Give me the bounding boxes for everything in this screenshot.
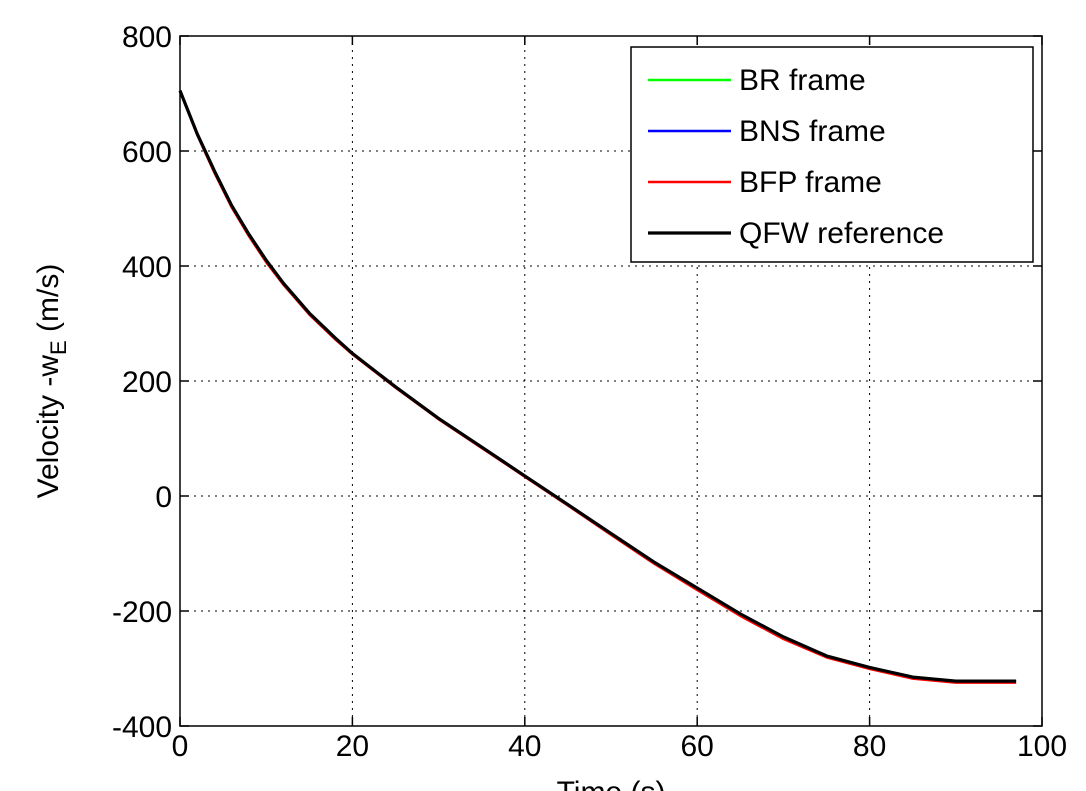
legend-label: BFP frame — [739, 166, 882, 199]
legend-label: QFW reference — [739, 217, 944, 250]
y-tick-label: -400 — [112, 711, 172, 744]
y-tick-label: 400 — [122, 251, 172, 284]
x-tick-label: 80 — [853, 730, 886, 763]
legend-label: BNS frame — [739, 115, 886, 148]
y-tick-label: 200 — [122, 366, 172, 399]
legend-item-bfp-frame: BFP frame — [648, 166, 882, 199]
y-axis-label: Velocity -wE (m/s) — [32, 264, 71, 499]
x-tick-label: 0 — [172, 730, 189, 763]
series-line-qfw-reference — [178, 90, 1017, 683]
y-axis-label-main: Velocity -w — [32, 355, 65, 499]
legend-item-bns-frame: BNS frame — [648, 115, 886, 148]
x-tick-label: 20 — [336, 730, 369, 763]
y-axis-label-subscript: E — [46, 340, 71, 355]
y-tick-label: 600 — [122, 136, 172, 169]
y-tick-label: -200 — [112, 596, 172, 629]
y-axis-label-unit: (m/s) — [32, 264, 65, 341]
legend-item-qfw-reference: QFW reference — [648, 217, 944, 250]
x-tick-label: 40 — [508, 730, 541, 763]
legend-box — [630, 46, 1034, 263]
y-tick-labels: -400 -200 0 200 400 600 800 — [112, 21, 172, 744]
x-tick-label: 100 — [1017, 730, 1067, 763]
x-tick-label: 60 — [681, 730, 714, 763]
grid-lines — [180, 36, 1042, 726]
tick-marks — [179, 35, 1043, 727]
x-axis-label: Time (s) — [557, 776, 666, 791]
series-layer — [178, 90, 1017, 684]
legend-label: BR frame — [739, 64, 866, 97]
legend-item-br-frame: BR frame — [648, 64, 866, 97]
legend: BR frame BNS frame BFP frame QFW reference — [630, 46, 1034, 263]
y-tick-label: 800 — [122, 21, 172, 54]
x-tick-labels: 0 20 40 60 80 100 — [172, 730, 1067, 763]
y-tick-label: 0 — [155, 481, 172, 514]
